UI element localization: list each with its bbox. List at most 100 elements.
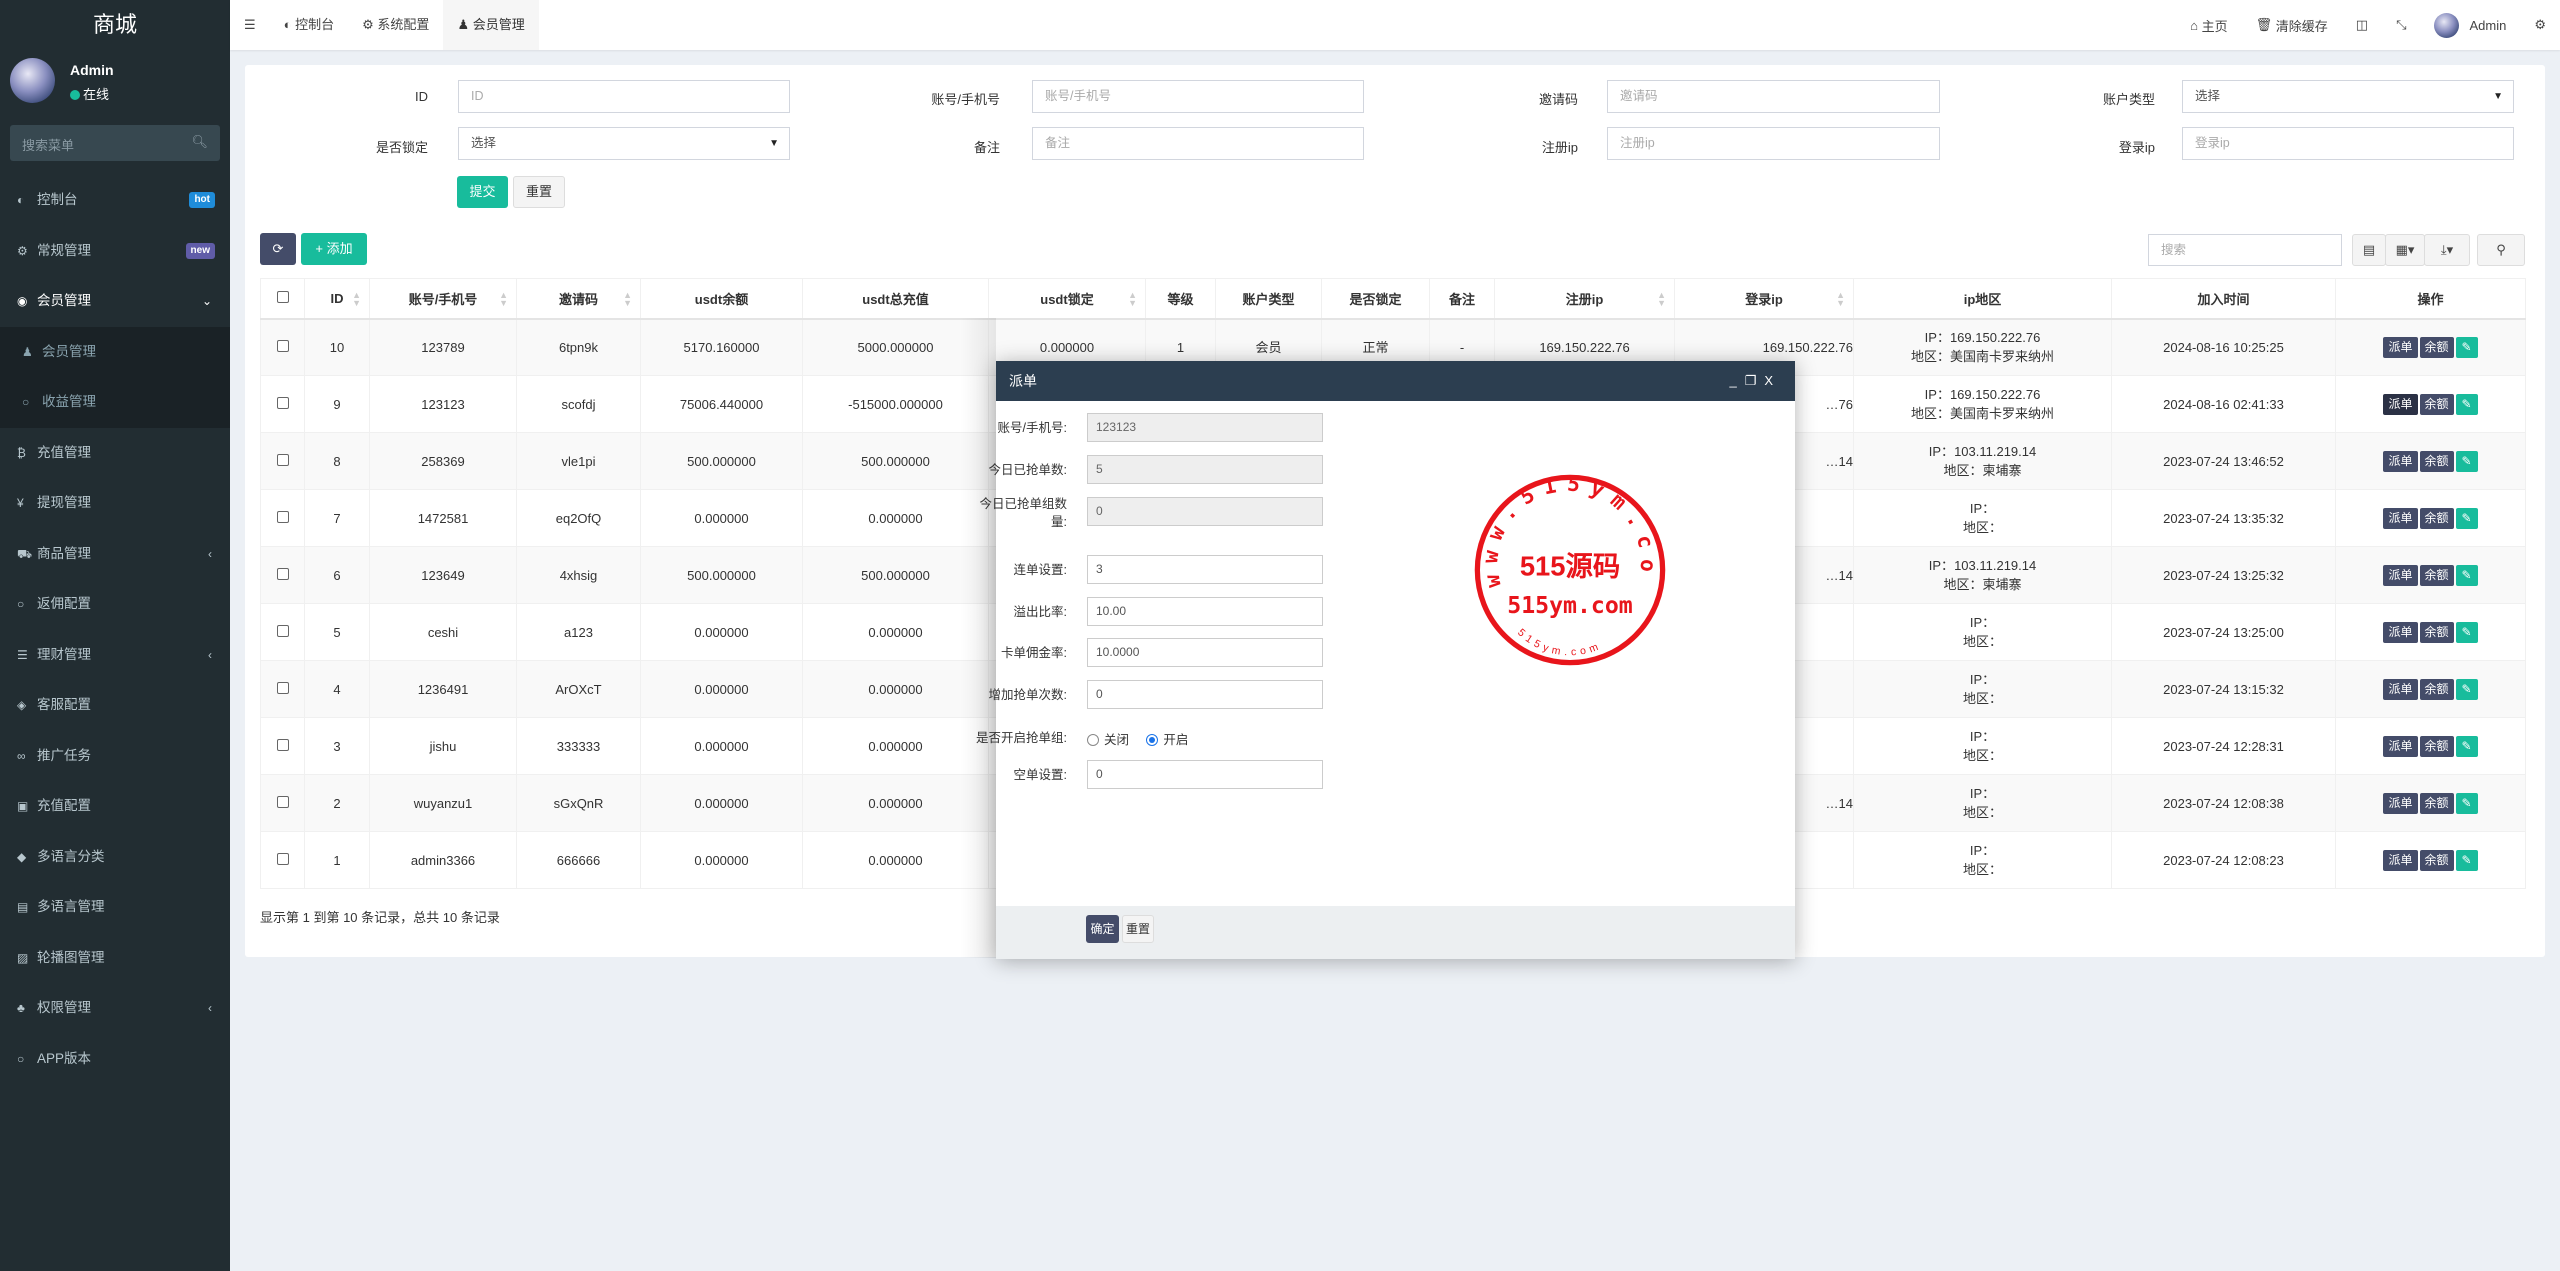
filter-locked-select[interactable]: 选择 ▼ xyxy=(458,127,790,160)
row-checkbox[interactable] xyxy=(276,567,289,580)
edit-button[interactable]: ✎ xyxy=(2455,450,2478,472)
filter-account-type-select[interactable]: 选择 ▼ xyxy=(2182,80,2514,113)
clear-cache-button[interactable]: 🗑︎ 清除缓存 xyxy=(2242,16,2342,35)
balance-button[interactable]: 余额 xyxy=(2419,393,2454,415)
row-checkbox[interactable] xyxy=(276,339,289,352)
radio-off[interactable]: 关闭 xyxy=(1087,733,1129,747)
sidebar-item[interactable]: ∞ 推广任务 xyxy=(0,731,230,782)
edit-button[interactable]: ✎ xyxy=(2455,849,2478,871)
balance-button[interactable]: 余额 xyxy=(2419,336,2454,358)
sidebar-item[interactable]: ⛟ 商品管理 ‹ xyxy=(0,529,230,580)
dispatch-button[interactable]: 派单 xyxy=(2383,678,2418,700)
sidebar-toggle-button[interactable]: ☰ xyxy=(244,17,256,32)
fullscreen-icon[interactable]: ⤡ xyxy=(2396,17,2407,32)
filter-id-input[interactable]: ID xyxy=(458,80,790,113)
sort-icon[interactable]: ▲ ▼ xyxy=(1657,290,1666,308)
dispatch-button[interactable]: 派单 xyxy=(2383,735,2418,757)
row-checkbox[interactable] xyxy=(276,681,289,694)
close-icon[interactable]: X xyxy=(1764,373,1781,388)
sidebar-item[interactable]: ▤ 多语言管理 xyxy=(0,882,230,933)
sidebar-item[interactable]: ◆ 多语言分类 xyxy=(0,832,230,883)
balance-button[interactable]: 余额 xyxy=(2419,507,2454,529)
columns-button[interactable]: ▦▾ xyxy=(2385,234,2425,266)
edit-button[interactable]: ✎ xyxy=(2455,564,2478,586)
modal-field-input[interactable]: 10.0000 xyxy=(1087,638,1323,667)
dispatch-button[interactable]: 派单 xyxy=(2383,507,2418,529)
search-icon[interactable]: 🔍︎ xyxy=(191,134,208,149)
sort-icon[interactable]: ▲ ▼ xyxy=(1128,290,1137,308)
sort-icon[interactable]: ▲ ▼ xyxy=(499,290,508,308)
minimize-icon[interactable]: _ xyxy=(1729,373,1745,388)
edit-button[interactable]: ✎ xyxy=(2455,336,2478,358)
edit-button[interactable]: ✎ xyxy=(2455,735,2478,757)
language-icon[interactable]: ◫ xyxy=(2355,17,2369,32)
sort-icon[interactable]: ▲ ▼ xyxy=(1836,290,1845,308)
row-checkbox[interactable] xyxy=(276,510,289,523)
column-header[interactable]: 登录ip ▲ ▼ xyxy=(1674,278,1854,320)
confirm-button[interactable]: 确定 xyxy=(1086,915,1119,943)
sidebar-item[interactable]: ○ APP版本 xyxy=(0,1034,230,1085)
row-checkbox[interactable] xyxy=(276,852,289,865)
filter-login-ip-input[interactable]: 登录ip xyxy=(2182,127,2514,160)
sidebar-item[interactable]: ◉ 会员管理 ⌄ xyxy=(0,276,230,327)
modal-reset-button[interactable]: 重置 xyxy=(1122,915,1154,943)
app-logo[interactable]: 商城 xyxy=(0,0,230,50)
empty-order-input[interactable]: 0 xyxy=(1087,760,1323,789)
row-checkbox[interactable] xyxy=(276,453,289,466)
sidebar-item[interactable]: ⚙ 常规管理 new xyxy=(0,226,230,277)
balance-button[interactable]: 余额 xyxy=(2419,564,2454,586)
sidebar-item[interactable]: ₿ 充值管理 xyxy=(0,428,230,479)
modal-header[interactable]: 派单 _❐X xyxy=(996,361,1795,401)
dispatch-button[interactable]: 派单 xyxy=(2383,849,2418,871)
tab-member-management[interactable]: ♟ 会员管理 xyxy=(443,0,539,50)
dispatch-button[interactable]: 派单 xyxy=(2383,792,2418,814)
toggle-view-button[interactable]: ▤ xyxy=(2352,234,2386,266)
user-menu[interactable]: Admin xyxy=(2420,12,2520,38)
edit-button[interactable]: ✎ xyxy=(2455,393,2478,415)
dispatch-button[interactable]: 派单 xyxy=(2383,621,2418,643)
dispatch-button[interactable]: 派单 xyxy=(2383,450,2418,472)
filter-remark-input[interactable]: 备注 xyxy=(1032,127,1364,160)
sidebar-item[interactable]: ◈ 客服配置 xyxy=(0,680,230,731)
row-checkbox[interactable] xyxy=(276,624,289,637)
balance-button[interactable]: 余额 xyxy=(2419,678,2454,700)
sidebar-item[interactable]: ☰ 理财管理 ‹ xyxy=(0,630,230,681)
sidebar-item[interactable]: ¥ 提现管理 xyxy=(0,478,230,529)
row-checkbox[interactable] xyxy=(276,396,289,409)
dispatch-button[interactable]: 派单 xyxy=(2383,564,2418,586)
search-button[interactable]: ⚲ xyxy=(2477,234,2525,266)
sort-icon[interactable]: ▲ ▼ xyxy=(623,290,632,308)
row-checkbox[interactable] xyxy=(276,795,289,808)
submit-button[interactable]: 提交 xyxy=(457,176,508,208)
radio-on[interactable]: 开启 xyxy=(1146,733,1188,747)
modal-field-input[interactable]: 3 xyxy=(1087,555,1323,584)
column-header[interactable]: 注册ip ▲ ▼ xyxy=(1494,278,1675,320)
balance-button[interactable]: 余额 xyxy=(2419,621,2454,643)
sidebar-item[interactable]: ♟ 会员管理 xyxy=(0,326,230,377)
filter-invite-input[interactable]: 邀请码 xyxy=(1607,80,1940,113)
row-checkbox[interactable] xyxy=(276,738,289,751)
table-search-input[interactable]: 搜索 xyxy=(2148,234,2342,266)
home-link[interactable]: ⌂ 主页 xyxy=(2176,16,2241,35)
settings-cogs-icon[interactable]: ⚙ xyxy=(2534,17,2546,32)
sidebar-item[interactable]: ▨ 轮播图管理 xyxy=(0,933,230,984)
column-header[interactable]: ID ▲ ▼ xyxy=(304,278,370,320)
add-button[interactable]: + 添加 xyxy=(301,233,367,265)
refresh-button[interactable]: ⟳ xyxy=(260,233,296,265)
sidebar-item[interactable]: ○ 返佣配置 xyxy=(0,579,230,630)
export-button[interactable]: ⤓▾ xyxy=(2424,234,2470,266)
dispatch-button[interactable]: 派单 xyxy=(2383,393,2418,415)
sidebar-item[interactable]: ◐ 控制台 hot xyxy=(0,175,230,226)
column-header[interactable]: usdt锁定 ▲ ▼ xyxy=(988,278,1146,320)
balance-button[interactable]: 余额 xyxy=(2419,735,2454,757)
dispatch-button[interactable]: 派单 xyxy=(2383,336,2418,358)
column-header[interactable]: 邀请码 ▲ ▼ xyxy=(516,278,641,320)
sort-icon[interactable]: ▲ ▼ xyxy=(352,290,361,308)
menu-search-input[interactable]: 搜索菜单 🔍︎ xyxy=(10,125,220,161)
edit-button[interactable]: ✎ xyxy=(2455,621,2478,643)
sidebar-item[interactable]: ♣ 权限管理 ‹ xyxy=(0,983,230,1034)
modal-field-input[interactable]: 10.00 xyxy=(1087,597,1323,626)
balance-button[interactable]: 余额 xyxy=(2419,450,2454,472)
maximize-icon[interactable]: ❐ xyxy=(1744,373,1765,388)
filter-account-input[interactable]: 账号/手机号 xyxy=(1032,80,1364,113)
